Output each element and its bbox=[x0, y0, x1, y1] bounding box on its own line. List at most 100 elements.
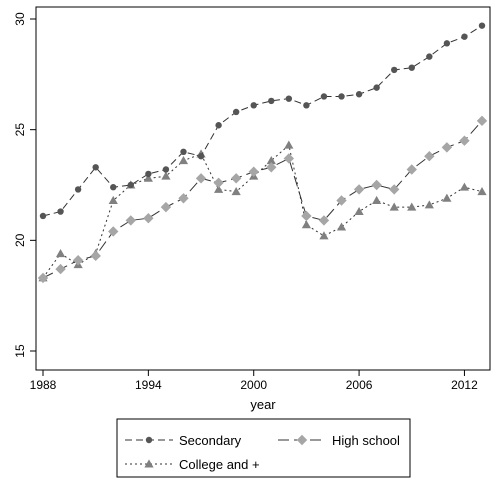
data-point-college-and bbox=[442, 193, 452, 202]
series-layer bbox=[37, 22, 488, 284]
data-point-high-school bbox=[441, 142, 453, 153]
legend-label-college-and: College and + bbox=[179, 457, 260, 472]
data-point-high-school bbox=[213, 177, 224, 188]
x-tick-label: 2000 bbox=[240, 378, 267, 392]
data-point-high-school bbox=[353, 184, 365, 195]
x-axis-title: year bbox=[250, 397, 276, 412]
data-point-high-school bbox=[371, 179, 382, 191]
series-line-high-school bbox=[42, 120, 483, 279]
data-point-high-school bbox=[406, 164, 417, 175]
x-tick-label: 1994 bbox=[135, 378, 162, 392]
data-point-secondary bbox=[57, 208, 64, 215]
series-line-secondary bbox=[42, 25, 483, 217]
data-point-college-and bbox=[284, 140, 294, 149]
data-point-college-and bbox=[477, 187, 487, 196]
data-point-high-school bbox=[178, 193, 189, 204]
data-point-high-school bbox=[424, 151, 435, 162]
data-point-secondary bbox=[338, 93, 345, 100]
data-point-high-school bbox=[143, 213, 154, 224]
data-point-secondary bbox=[127, 181, 134, 189]
y-tick-label: 20 bbox=[13, 233, 27, 247]
data-point-secondary bbox=[232, 108, 240, 116]
data-point-college-and bbox=[424, 200, 434, 209]
data-point-college-and bbox=[143, 173, 153, 182]
data-point-secondary bbox=[408, 64, 415, 71]
data-point-college-and bbox=[55, 249, 66, 258]
data-point-college-and bbox=[459, 182, 470, 191]
legend-label-high-school: High school bbox=[332, 433, 400, 448]
data-point-secondary bbox=[162, 166, 170, 173]
x-axis: 1988 1994 2000 2006 2012 bbox=[30, 370, 478, 392]
data-point-high-school bbox=[301, 210, 312, 222]
data-point-secondary bbox=[303, 102, 310, 109]
data-point-secondary bbox=[197, 153, 205, 160]
y-tick-label: 25 bbox=[13, 123, 27, 137]
y-axis: 15 20 25 30 bbox=[13, 12, 36, 358]
data-point-college-and bbox=[336, 222, 347, 231]
data-point-secondary bbox=[443, 40, 451, 47]
data-point-college-and bbox=[214, 184, 224, 193]
data-point-secondary bbox=[391, 66, 398, 74]
data-point-college-and bbox=[354, 206, 364, 216]
series-line-college-and bbox=[42, 144, 483, 279]
legend-key-secondary bbox=[125, 436, 173, 444]
data-point-high-school bbox=[459, 135, 470, 146]
data-point-high-school bbox=[108, 226, 119, 237]
data-point-secondary bbox=[180, 148, 187, 155]
x-tick-label: 2012 bbox=[451, 378, 478, 392]
data-point-high-school bbox=[318, 215, 330, 226]
data-point-secondary bbox=[373, 84, 380, 91]
data-point-college-and bbox=[301, 220, 311, 229]
data-point-high-school bbox=[283, 153, 295, 164]
data-point-high-school bbox=[266, 162, 277, 173]
data-point-secondary bbox=[285, 95, 293, 102]
plot-frame bbox=[35, 6, 491, 371]
data-point-secondary bbox=[250, 102, 257, 109]
data-point-college-and bbox=[108, 195, 118, 204]
data-point-high-school bbox=[248, 166, 259, 177]
data-point-secondary bbox=[478, 22, 486, 29]
legend-key-college-and bbox=[125, 459, 173, 468]
data-point-secondary bbox=[74, 186, 82, 193]
data-point-high-school bbox=[476, 115, 488, 127]
data-point-high-school bbox=[55, 263, 66, 275]
data-point-college-and bbox=[372, 195, 382, 204]
data-point-secondary bbox=[461, 33, 468, 40]
legend-marker bbox=[296, 434, 308, 446]
legend: Secondary High school College and + bbox=[116, 418, 411, 478]
data-point-college-and bbox=[178, 156, 189, 165]
data-point-high-school bbox=[72, 255, 84, 266]
data-point-secondary bbox=[39, 212, 47, 220]
data-point-college-and bbox=[231, 187, 241, 196]
data-point-secondary bbox=[320, 93, 328, 100]
data-point-secondary bbox=[355, 91, 363, 98]
data-point-secondary bbox=[268, 97, 275, 105]
data-point-college-and bbox=[266, 156, 276, 165]
data-point-college-and bbox=[161, 171, 171, 180]
x-tick-label: 1988 bbox=[30, 378, 57, 392]
data-point-secondary bbox=[145, 170, 152, 178]
data-point-high-school bbox=[336, 195, 347, 206]
data-point-secondary bbox=[92, 164, 99, 171]
data-point-high-school bbox=[160, 201, 172, 213]
data-point-college-and bbox=[389, 202, 399, 211]
data-point-high-school bbox=[125, 215, 136, 226]
legend-marker bbox=[145, 436, 153, 444]
legend-key-high-school bbox=[278, 434, 326, 446]
data-point-college-and bbox=[319, 231, 329, 240]
legend-label-secondary: Secondary bbox=[179, 433, 242, 448]
legend-box bbox=[116, 418, 411, 478]
data-point-high-school bbox=[37, 272, 49, 284]
data-point-college-and bbox=[407, 202, 417, 211]
data-point-high-school bbox=[230, 173, 242, 184]
x-tick-label: 2006 bbox=[346, 378, 373, 392]
data-point-high-school bbox=[389, 184, 400, 195]
data-point-secondary bbox=[215, 122, 222, 129]
data-point-high-school bbox=[195, 173, 207, 184]
data-point-high-school bbox=[90, 250, 101, 262]
data-point-secondary bbox=[110, 184, 117, 191]
data-point-secondary bbox=[426, 53, 433, 60]
y-tick-label: 30 bbox=[13, 12, 27, 26]
legend-marker bbox=[144, 459, 154, 468]
